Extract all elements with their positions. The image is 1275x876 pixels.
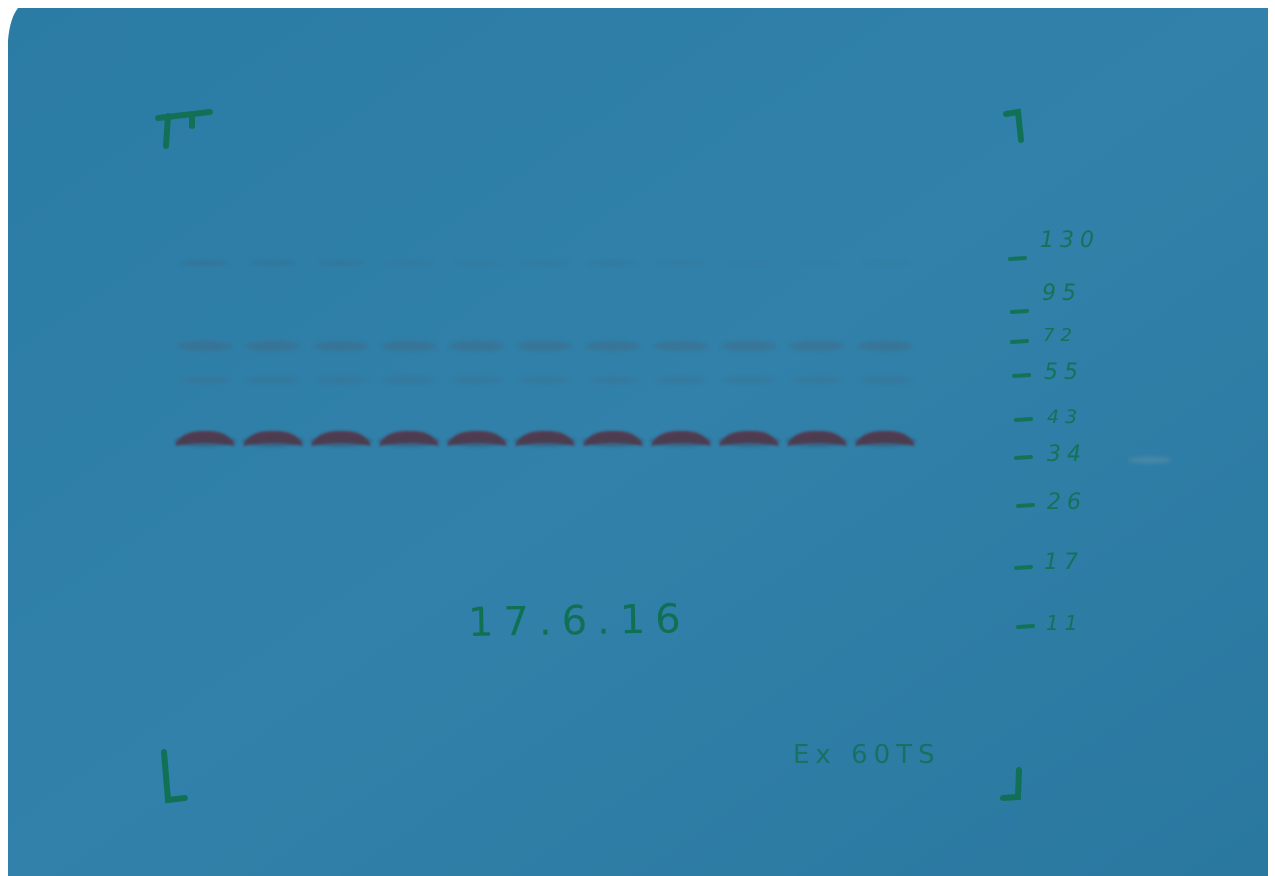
faint-band-72-lane-1 <box>177 341 233 351</box>
faint-band-130-lane-4 <box>385 260 433 266</box>
corner-marks <box>155 108 1024 804</box>
faint-band-55-lane-10 <box>791 376 843 384</box>
main-band-halo-lane-3 <box>310 435 372 447</box>
ladder-label-3: 55 <box>1044 360 1084 385</box>
faint-band-72-lane-9 <box>721 341 777 351</box>
main-band-halo-lane-8 <box>650 435 712 447</box>
ladder-label-0: 130 <box>1040 228 1100 253</box>
ladder-label-2: 72 <box>1043 325 1078 346</box>
faint-band-55-lane-11 <box>859 376 911 384</box>
main-band-halo-lane-7 <box>582 435 644 447</box>
ladder-label-4: 43 <box>1047 406 1084 428</box>
faint-band-130-lane-8 <box>657 260 705 266</box>
main-band-halo-lane-4 <box>378 435 440 447</box>
faint-band-72-lane-10 <box>789 341 845 351</box>
faint-band-row-72 <box>177 341 913 351</box>
faint-band-55-lane-9 <box>723 376 775 384</box>
main-band-halo-lane-6 <box>514 435 576 447</box>
faint-band-130-lane-5 <box>453 260 501 266</box>
faint-band-130-lane-2 <box>249 260 297 266</box>
faint-band-130-lane-7 <box>589 260 637 266</box>
faint-band-55-lane-7 <box>587 376 639 384</box>
ladder-label-1: 95 <box>1042 281 1082 306</box>
main-band-halo-lane-11 <box>854 435 916 447</box>
exposure-annotation: Ex 60TS <box>793 740 941 770</box>
corner-mark-bottom-right <box>1000 767 1022 801</box>
faint-band-55-lane-8 <box>655 376 707 384</box>
ladder-label-5: 34 <box>1047 442 1087 467</box>
faint-band-72-lane-3 <box>313 341 369 351</box>
ladder-ticks <box>1008 256 1035 629</box>
faint-band-row-130 <box>181 260 909 266</box>
faint-band-72-lane-6 <box>517 341 573 351</box>
corner-mark-top-left <box>155 109 213 149</box>
faint-band-72-lane-4 <box>381 341 437 351</box>
ladder-label-8: 11 <box>1046 611 1084 635</box>
smudge <box>1128 457 1172 463</box>
faint-band-55-lane-5 <box>451 376 503 384</box>
main-band-halo-lane-1 <box>174 435 236 447</box>
corner-mark-bottom-left <box>161 749 188 804</box>
faint-band-72-lane-11 <box>857 341 913 351</box>
faint-band-130-lane-6 <box>521 260 569 266</box>
main-band-halo-lane-2 <box>242 435 304 447</box>
faint-band-130-lane-3 <box>317 260 365 266</box>
main-band-halo-lane-5 <box>446 435 508 447</box>
faint-band-row-55 <box>179 376 911 384</box>
faint-band-130-lane-11 <box>861 260 909 266</box>
ladder-label-7: 17 <box>1044 550 1084 575</box>
corner-mark-top-right <box>1003 108 1024 143</box>
faint-band-55-lane-4 <box>383 376 435 384</box>
faint-band-55-lane-2 <box>247 376 299 384</box>
faint-band-72-lane-7 <box>585 341 641 351</box>
faint-band-130-lane-9 <box>725 260 773 266</box>
main-band-halo-lane-10 <box>786 435 848 447</box>
faint-band-55-lane-3 <box>315 376 367 384</box>
faint-band-130-lane-1 <box>181 260 229 266</box>
date-annotation: 17.6.16 <box>467 596 692 646</box>
faint-band-72-lane-5 <box>449 341 505 351</box>
main-band-halo-lane-9 <box>718 435 780 447</box>
faint-band-55-lane-1 <box>179 376 231 384</box>
faint-band-55-lane-6 <box>519 376 571 384</box>
faint-band-72-lane-8 <box>653 341 709 351</box>
faint-band-72-lane-2 <box>245 341 301 351</box>
main-band-row <box>174 430 916 447</box>
faint-band-130-lane-10 <box>793 260 841 266</box>
ladder-label-6: 26 <box>1047 490 1087 515</box>
